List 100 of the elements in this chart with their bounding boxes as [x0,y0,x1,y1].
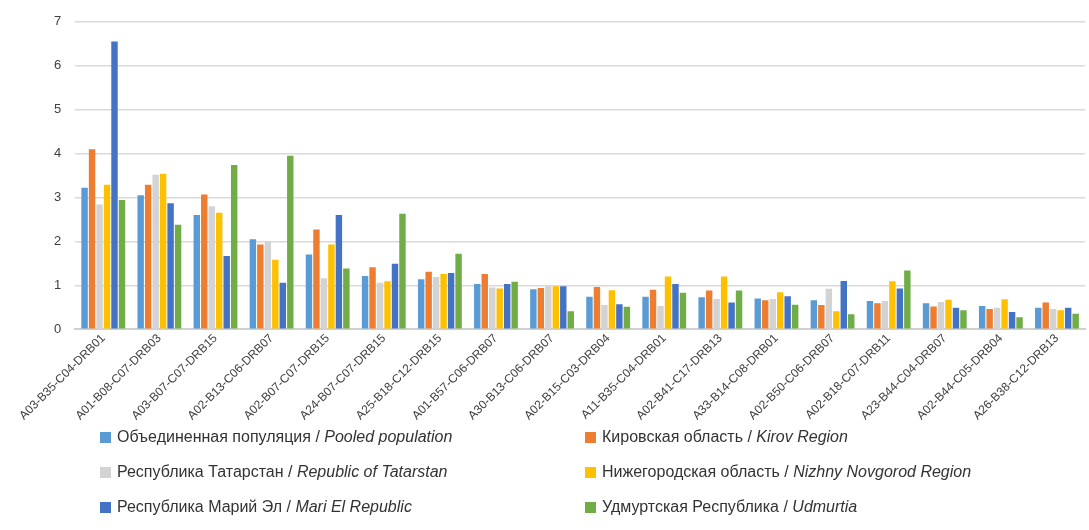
bar [335,215,343,329]
bar [848,314,855,329]
bar [840,280,847,329]
bar [784,296,791,329]
bar [679,292,687,329]
bar [193,215,200,329]
bar [530,289,537,329]
bar [111,41,118,329]
bar [791,304,799,329]
bar [503,283,511,329]
bar [922,303,930,329]
bar [137,195,144,329]
legend-label: Республика Татарстан / Republic of Tatarstan [117,463,448,481]
bar [735,290,743,329]
bar [1072,313,1079,329]
y-tick-label: 4 [54,145,62,161]
bar [287,155,294,329]
bar [369,267,376,329]
bar [978,305,986,329]
bar [1016,317,1023,329]
bar [201,194,208,329]
bar [223,255,230,329]
bar [728,302,735,329]
bar [866,301,874,329]
bar [930,306,937,329]
bar [649,289,657,329]
bar [560,286,567,329]
y-tick-label: 6 [54,57,62,73]
bar [343,268,350,329]
bar [167,203,174,329]
bar [384,281,391,329]
bar [496,288,503,329]
y-tick-label: 5 [54,101,62,117]
bar [818,305,825,329]
bar [313,229,320,329]
bar [391,263,399,329]
bar [1001,299,1008,329]
bar [230,164,238,329]
bar [272,259,279,329]
bar [945,299,952,329]
bar [1064,307,1072,329]
bar [952,307,960,329]
bar [642,296,649,329]
legend-label: Нижегородская область / Nizhny Novgorod Region [602,463,972,481]
bar [474,283,481,329]
bar [1042,302,1049,329]
bar [986,309,993,329]
bar [567,311,574,329]
bar [705,290,713,329]
y-tick-label: 0 [54,320,62,336]
bar [81,187,88,329]
bar [896,288,904,329]
bar [88,149,96,329]
bar [174,224,182,329]
bar [447,273,455,329]
bar [144,184,152,329]
bar [481,273,488,329]
bar [328,244,335,329]
bar [249,239,257,329]
bar [455,253,462,329]
bar [754,298,761,329]
bar [279,282,287,329]
bar [720,276,728,329]
bar [586,296,593,329]
bar [1057,310,1064,329]
bar [511,281,518,329]
y-tick-label: 2 [54,232,62,248]
legend-label: Удмуртская Республика / Udmurtia [602,498,858,516]
bar [417,279,425,329]
bar [1035,307,1042,329]
bar [440,273,447,329]
bar [608,290,616,329]
bar [103,184,111,329]
bar [361,276,369,329]
bar [537,287,545,329]
bar [698,297,705,329]
bar [118,200,126,329]
y-tick-label: 7 [54,13,62,29]
bar [889,281,896,329]
bar [833,311,840,329]
bar [216,212,223,329]
bar [874,303,881,329]
legend-label: Кировская область / Kirov Region [602,428,848,446]
y-tick-label: 1 [54,276,62,292]
bar [399,213,406,329]
bar [1008,312,1016,329]
bar [593,287,601,329]
bar [159,173,167,329]
bar [960,310,967,329]
bar [810,300,818,329]
bar [257,244,264,329]
bar [762,300,769,329]
legend-label: Объединенная популяция / Pooled population [117,428,453,446]
bar [904,270,911,329]
bar [664,276,672,329]
bar [672,283,679,329]
y-tick-label: 3 [54,189,62,205]
bar [623,306,631,329]
bar [425,271,432,329]
bar [776,292,784,329]
